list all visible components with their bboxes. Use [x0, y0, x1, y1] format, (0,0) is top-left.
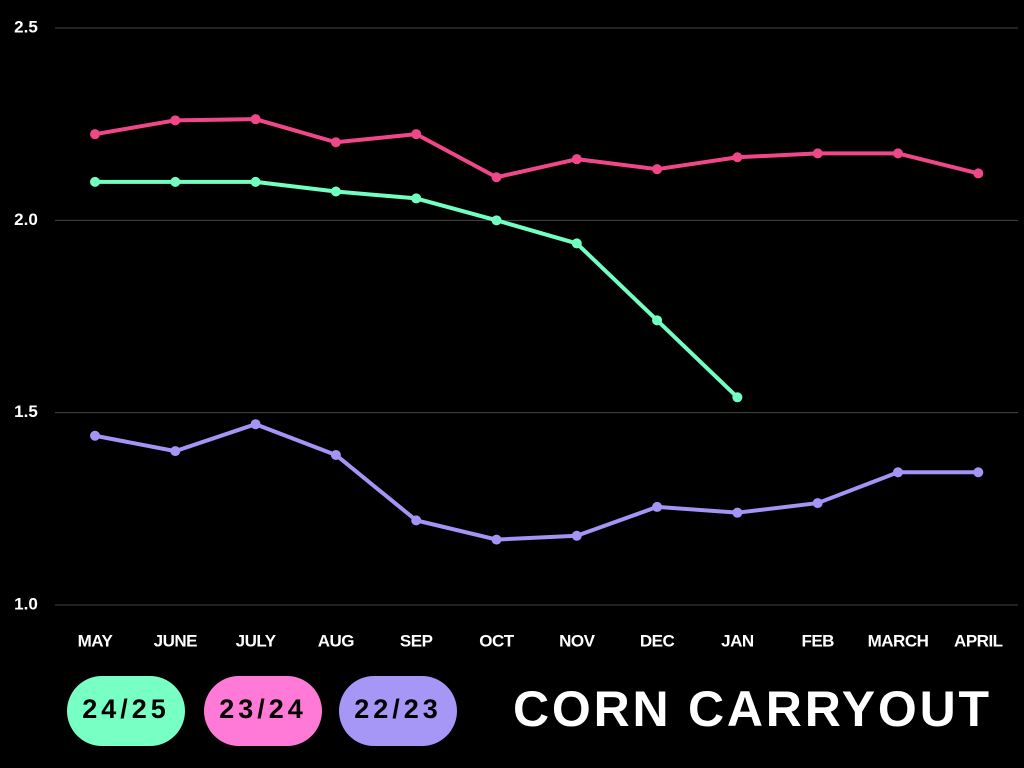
- series-line: [94, 117, 979, 180]
- y-tick-label: 2.0: [14, 210, 38, 229]
- x-tick-label: OCT: [479, 631, 515, 650]
- data-point: [411, 129, 422, 140]
- legend-pill: [67, 676, 185, 746]
- data-point: [90, 129, 100, 140]
- data-point: [491, 534, 502, 545]
- x-tick-label: APRIL: [954, 631, 1003, 650]
- data-point: [330, 449, 341, 460]
- data-point: [411, 193, 422, 204]
- legend-pill: [339, 676, 457, 746]
- data-point: [732, 152, 743, 163]
- data-point: [170, 176, 181, 187]
- data-point: [330, 137, 341, 148]
- data-point: [250, 419, 261, 430]
- data-point: [732, 507, 743, 518]
- data-point: [893, 467, 903, 478]
- series-line: [94, 422, 979, 542]
- data-point: [652, 501, 663, 512]
- data-point: [491, 215, 502, 226]
- x-tick-label: SEP: [400, 631, 433, 650]
- y-tick-label: 1.5: [14, 402, 38, 421]
- y-tick-label: 2.5: [14, 17, 38, 36]
- data-point: [330, 186, 341, 197]
- data-point: [973, 168, 984, 179]
- x-tick-label: AUG: [318, 631, 355, 650]
- data-point: [170, 446, 181, 457]
- legend-label: 24/25: [82, 694, 170, 724]
- x-tick-label: FEB: [801, 631, 834, 650]
- data-point: [411, 515, 422, 526]
- y-tick-label: 1.0: [14, 594, 38, 613]
- data-point: [973, 467, 984, 478]
- x-tick-label: NOV: [559, 631, 596, 650]
- data-point: [571, 530, 582, 541]
- data-point: [90, 176, 100, 187]
- data-point: [170, 115, 181, 126]
- data-point: [812, 498, 823, 509]
- x-tick-label: MARCH: [868, 631, 929, 650]
- data-point: [571, 154, 582, 165]
- data-point: [491, 172, 502, 183]
- data-point: [812, 148, 823, 159]
- x-tick-label: MAY: [78, 631, 114, 650]
- data-point: [250, 176, 261, 187]
- x-tick-label: JUNE: [154, 631, 198, 650]
- data-point: [250, 114, 261, 125]
- data-point: [90, 430, 100, 441]
- data-point: [893, 148, 903, 159]
- data-point: [732, 392, 743, 403]
- x-tick-label: DEC: [640, 631, 675, 650]
- data-point: [652, 315, 663, 326]
- x-tick-label: JULY: [236, 631, 277, 650]
- data-point: [571, 238, 582, 249]
- data-point: [652, 164, 663, 175]
- x-tick-label: JAN: [721, 631, 754, 650]
- legend-label: 23/24: [219, 694, 307, 724]
- legend-pill: [204, 676, 322, 746]
- legend-label: 22/23: [354, 694, 442, 724]
